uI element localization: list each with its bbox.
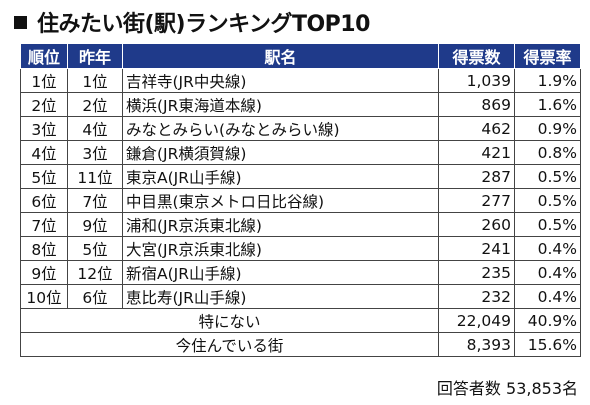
votes-cell: 22,049 <box>438 308 515 333</box>
votes-cell: 421 <box>438 140 515 165</box>
rank-cell: 3位 <box>20 116 68 141</box>
station-name-cell: 中目黒(東京メトロ日比谷線) <box>122 188 439 213</box>
summary-label-cell: 今住んでいる街 <box>20 332 439 357</box>
table-header-row: 順位 昨年 駅名 得票数 得票率 <box>20 43 581 69</box>
rank-cell: 8位 <box>20 236 68 261</box>
rank-cell: 4位 <box>20 140 68 165</box>
rank-cell: 1位 <box>20 68 68 93</box>
station-name-cell: 吉祥寺(JR中央線) <box>122 68 439 93</box>
respondent-count: 回答者数 53,853名 <box>436 379 578 398</box>
votes-cell: 232 <box>438 284 515 309</box>
prev-rank-cell: 9位 <box>67 212 123 237</box>
station-name-cell: 横浜(JR東海道本線) <box>122 92 439 117</box>
table-row: 9位 12位 新宿A(JR山手線) 235 0.4% <box>20 260 581 285</box>
ranking-table: 順位 昨年 駅名 得票数 得票率 1位 1位 吉祥寺(JR中央線) 1,039 … <box>20 43 581 357</box>
rate-cell: 0.4% <box>514 284 581 309</box>
votes-cell: 235 <box>438 260 515 285</box>
table-row: 10位 6位 恵比寿(JR山手線) 232 0.4% <box>20 284 581 309</box>
votes-cell: 8,393 <box>438 332 515 357</box>
prev-rank-cell: 4位 <box>67 116 123 141</box>
rate-cell: 15.6% <box>514 332 581 357</box>
header-votes: 得票数 <box>438 43 515 69</box>
table-row: 5位 11位 東京A(JR山手線) 287 0.5% <box>20 164 581 189</box>
table-row: 4位 3位 鎌倉(JR横須賀線) 421 0.8% <box>20 140 581 165</box>
rank-cell: 5位 <box>20 164 68 189</box>
header-name: 駅名 <box>122 43 439 69</box>
header-rank: 順位 <box>20 43 68 69</box>
station-name-cell: 新宿A(JR山手線) <box>122 260 439 285</box>
station-name-cell: 大宮(JR京浜東北線) <box>122 236 439 261</box>
table-row: 7位 9位 浦和(JR京浜東北線) 260 0.5% <box>20 212 581 237</box>
header-prev: 昨年 <box>67 43 123 69</box>
rate-cell: 1.6% <box>514 92 581 117</box>
station-name-cell: 東京A(JR山手線) <box>122 164 439 189</box>
prev-rank-cell: 5位 <box>67 236 123 261</box>
rank-cell: 2位 <box>20 92 68 117</box>
votes-cell: 1,039 <box>438 68 515 93</box>
rank-cell: 9位 <box>20 260 68 285</box>
rank-cell: 10位 <box>20 284 68 309</box>
rank-cell: 7位 <box>20 212 68 237</box>
prev-rank-cell: 12位 <box>67 260 123 285</box>
prev-rank-cell: 7位 <box>67 188 123 213</box>
votes-cell: 869 <box>438 92 515 117</box>
votes-cell: 260 <box>438 212 515 237</box>
bullet-square-icon <box>14 15 27 29</box>
rate-cell: 0.4% <box>514 236 581 261</box>
rate-cell: 0.4% <box>514 260 581 285</box>
prev-rank-cell: 1位 <box>67 68 123 93</box>
rate-cell: 0.8% <box>514 140 581 165</box>
page-title: 住みたい街(駅)ランキングTOP10 <box>14 6 370 38</box>
station-name-cell: みなとみらい(みなとみらい線) <box>122 116 439 141</box>
rate-cell: 0.9% <box>514 116 581 141</box>
station-name-cell: 鎌倉(JR横須賀線) <box>122 140 439 165</box>
table-row: 8位 5位 大宮(JR京浜東北線) 241 0.4% <box>20 236 581 261</box>
table-row: 6位 7位 中目黒(東京メトロ日比谷線) 277 0.5% <box>20 188 581 213</box>
station-name-cell: 恵比寿(JR山手線) <box>122 284 439 309</box>
table-row: 3位 4位 みなとみらい(みなとみらい線) 462 0.9% <box>20 116 581 141</box>
rate-cell: 40.9% <box>514 308 581 333</box>
table-row: 1位 1位 吉祥寺(JR中央線) 1,039 1.9% <box>20 68 581 93</box>
title-text: 住みたい街(駅)ランキングTOP10 <box>37 12 370 37</box>
prev-rank-cell: 6位 <box>67 284 123 309</box>
votes-cell: 277 <box>438 188 515 213</box>
rate-cell: 0.5% <box>514 212 581 237</box>
votes-cell: 462 <box>438 116 515 141</box>
rate-cell: 1.9% <box>514 68 581 93</box>
prev-rank-cell: 11位 <box>67 164 123 189</box>
summary-label-cell: 特にない <box>20 308 439 333</box>
table-row: 2位 2位 横浜(JR東海道本線) 869 1.6% <box>20 92 581 117</box>
votes-cell: 241 <box>438 236 515 261</box>
prev-rank-cell: 3位 <box>67 140 123 165</box>
header-rate: 得票率 <box>514 43 581 69</box>
votes-cell: 287 <box>438 164 515 189</box>
summary-row: 特にない 22,049 40.9% <box>20 308 581 333</box>
rate-cell: 0.5% <box>514 188 581 213</box>
rate-cell: 0.5% <box>514 164 581 189</box>
prev-rank-cell: 2位 <box>67 92 123 117</box>
rank-cell: 6位 <box>20 188 68 213</box>
station-name-cell: 浦和(JR京浜東北線) <box>122 212 439 237</box>
summary-row: 今住んでいる街 8,393 15.6% <box>20 332 581 357</box>
